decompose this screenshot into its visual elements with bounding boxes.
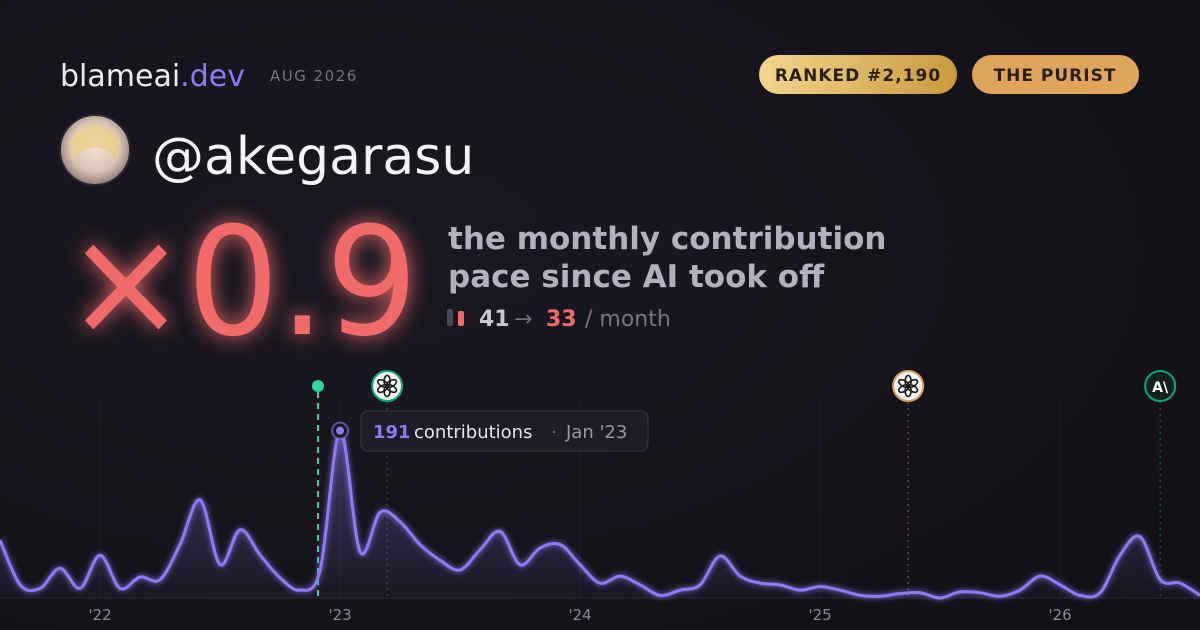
- tooltip-value: 191: [373, 422, 411, 443]
- caption-line: pace since AI took off: [448, 259, 825, 295]
- after-value: 33: [546, 307, 577, 332]
- tooltip-box: [360, 410, 649, 452]
- avatar-hair: [70, 125, 120, 160]
- plot: '22 '23 '24 '25 '26 A\: [0, 370, 1200, 624]
- handle: @akegarasu: [152, 127, 474, 187]
- x-tick-label: '24: [568, 606, 591, 624]
- brand: blameai.dev: [60, 59, 245, 94]
- hover-dot: [336, 426, 345, 435]
- brand-name: blameai: [60, 59, 180, 94]
- event-label: A\: [1152, 380, 1169, 396]
- arrow: →: [514, 307, 532, 332]
- tooltip-label: contributions: [414, 422, 532, 443]
- tooltip-sep: ·: [551, 422, 557, 443]
- x-tick-label: '25: [808, 606, 831, 624]
- line: [0, 429, 1200, 600]
- persona-badge-bg: [972, 55, 1139, 94]
- before-value: 41: [479, 307, 510, 332]
- before-icon: [447, 309, 453, 326]
- rank-badge-bg: [759, 55, 957, 94]
- tooltip: 191 contributions · Jan '23: [360, 410, 649, 452]
- multiplier: ×0.9: [65, 196, 418, 370]
- event-glyph: [898, 378, 910, 389]
- x-tick-label: '23: [328, 606, 351, 624]
- tooltip-date: Jan '23: [565, 422, 627, 443]
- event-glyph: [376, 378, 389, 389]
- rank-badge: RANKED #2,190: [775, 66, 941, 86]
- x-tick-label: '26: [1048, 606, 1071, 624]
- after-icon: [458, 311, 464, 326]
- x-tick-label: '22: [88, 606, 111, 624]
- caption-line: the monthly contribution: [448, 221, 886, 257]
- event-icon: [1144, 370, 1177, 402]
- event-dot: [312, 380, 324, 392]
- brand-tld: .dev: [180, 59, 245, 94]
- unit: / month: [585, 307, 671, 332]
- period: AUG 2026: [270, 67, 358, 85]
- persona-badge: THE PURIST: [994, 66, 1117, 86]
